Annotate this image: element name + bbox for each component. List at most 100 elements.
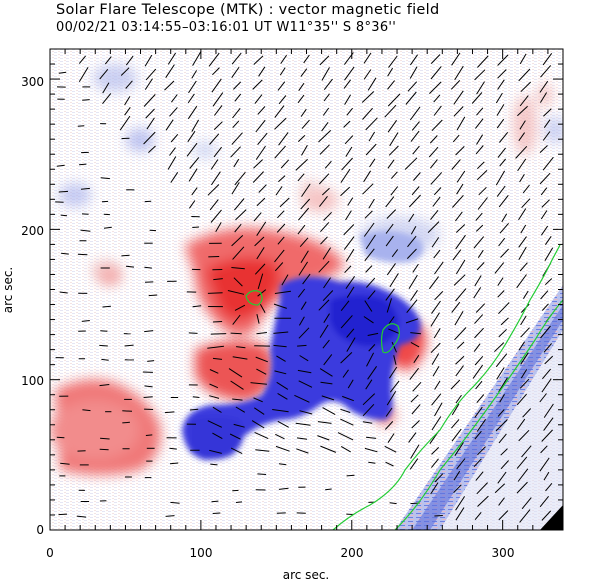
field-vector [544,355,554,365]
field-vector [322,407,336,416]
field-vector [412,145,420,155]
field-vector [321,395,335,401]
field-vector [368,131,376,142]
field-vector [230,332,242,335]
field-vector [518,429,530,442]
field-vector [474,327,484,339]
field-vector [276,223,286,233]
field-vector [431,353,440,365]
field-vector [409,66,418,79]
field-vector [256,197,266,207]
field-vector [231,66,240,78]
field-vector [280,159,290,169]
field-vector [317,421,332,424]
field-vector [473,343,481,352]
field-vector [364,300,373,312]
field-vector [474,355,484,366]
field-vector [274,370,287,375]
field-vector [191,70,198,79]
field-vector [388,55,398,68]
field-vector [125,55,134,66]
x-axis-label: arc sec. [283,568,329,582]
field-vector [386,298,392,313]
field-vector [541,429,553,442]
field-vector [297,369,312,374]
field-vector [497,290,505,298]
field-vector [473,236,485,249]
field-vector [451,159,461,170]
field-vector [476,81,485,95]
field-vector [499,222,509,234]
field-vector [362,183,374,195]
field-vector [494,262,505,274]
field-vector [148,145,156,153]
field-vector [80,229,91,232]
field-vector [364,447,378,453]
field-vector [318,130,332,143]
field-vector [365,234,376,250]
field-vector [434,261,444,275]
field-vector [233,81,242,90]
field-vector [125,80,133,89]
field-vector [541,378,552,393]
field-vector [169,147,176,156]
field-vector [409,458,419,470]
field-vector [277,81,286,91]
field-vector [275,186,283,196]
field-vector [430,159,438,169]
field-vector [451,52,461,66]
field-vector [210,171,221,186]
field-vector [410,225,417,235]
field-vector [434,473,444,483]
field-vector [384,445,397,453]
field-vector [410,444,420,459]
field-vector [390,171,398,179]
field-vector [340,418,354,426]
off-limb-region [540,505,563,530]
field-vectors [55,51,554,523]
field-vector [430,172,443,185]
field-vector [542,368,551,380]
field-vector [187,130,196,143]
field-vector [320,236,328,245]
field-vector [497,69,507,79]
field-vector [299,237,309,248]
field-vector [451,419,460,429]
field-vector [434,291,444,301]
field-vector [455,211,463,222]
field-vector [368,198,375,209]
field-vector [473,458,482,468]
field-vector [384,421,394,430]
field-vector [362,403,375,417]
field-vector [384,104,397,118]
field-vector [256,247,265,260]
field-vector [406,299,418,314]
field-vector [301,119,310,129]
field-vector [409,106,421,121]
field-vector [361,91,375,103]
field-vector [540,225,549,236]
field-vector [385,461,394,467]
field-vector [364,248,375,262]
field-vector [497,409,505,417]
field-vector [297,288,306,298]
field-vector [209,133,220,145]
field-vector [407,235,417,248]
field-vector [256,313,260,324]
field-vector [498,302,510,315]
field-vector [321,187,330,196]
field-vector [363,222,375,237]
field-vector [367,290,376,300]
field-vector [300,108,307,117]
field-vector [476,170,488,181]
field-vector [389,273,399,288]
field-vector [234,171,246,186]
field-vector [388,366,398,379]
field-vector [207,420,223,428]
field-vector [101,358,109,361]
field-vector [390,186,399,196]
field-vector [273,344,287,348]
field-vector [455,259,466,275]
field-vector [144,78,153,90]
field-vector [474,430,482,440]
